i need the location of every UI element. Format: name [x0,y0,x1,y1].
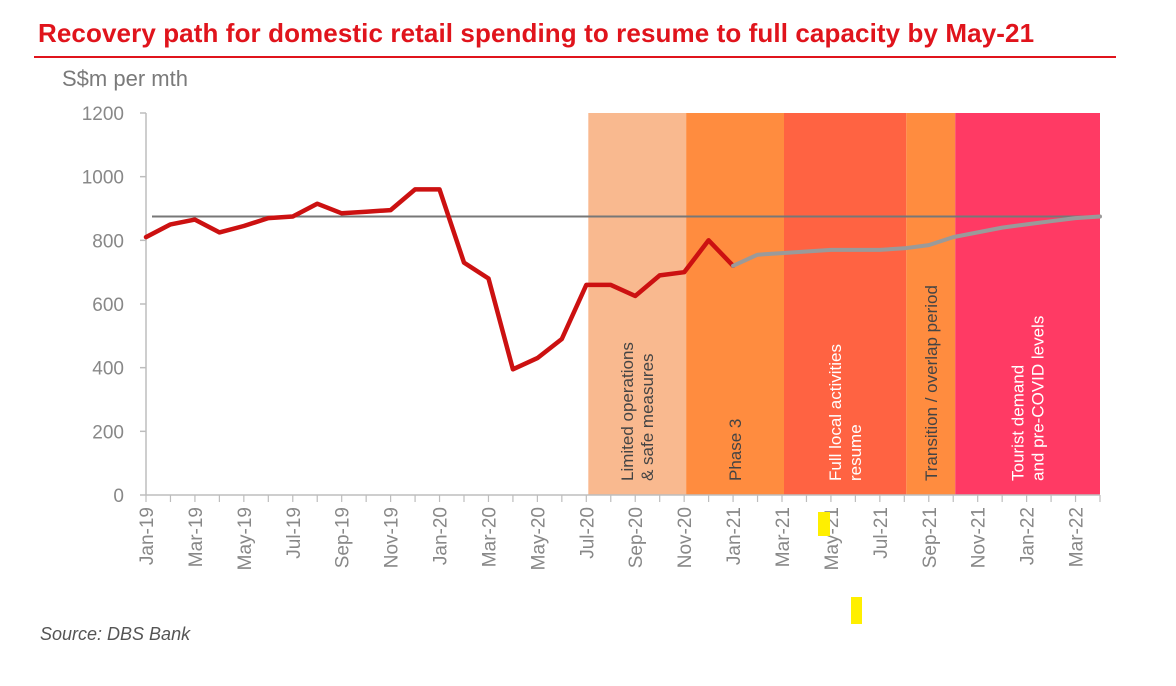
title-underline [34,56,1116,58]
y-tick-labels: 0 200 400 600 800 1000 1200 [82,104,124,507]
y-tick-label: 600 [92,295,124,316]
x-tick-label: Jul-20 [577,507,598,559]
x-tick-label: May-19 [235,507,256,570]
x-tick-label: Jan-20 [431,507,452,565]
phase-band-label-line: Full local activities [826,344,845,481]
x-tick-label: Mar-22 [1067,507,1088,567]
y-tick-label: 1200 [82,104,124,125]
y-tick-label: 800 [92,231,124,252]
phase-band-label: Transition / overlap period [922,285,941,481]
axes [140,112,1101,502]
phase-band-label-line: Tourist demand [1009,365,1028,481]
x-tick-label: Nov-20 [675,507,696,568]
y-tick-label: 1000 [82,168,124,189]
phase-band-label: Limited operations & safe measures [618,342,657,481]
x-tick-labels: Jan-19 Mar-19 May-19 Jul-19 Sep-19 Nov-19 Jan-… [137,507,1088,570]
x-tick-label: Jul-21 [871,507,892,559]
phase-band-label-line: and pre-COVID levels [1029,316,1048,481]
phase-band [955,113,1100,495]
actual-spending-line [143,187,736,372]
x-tick-label: Jan-19 [137,507,158,565]
highlight-marker [818,512,830,536]
x-tick-label: May-20 [528,507,549,570]
x-tick-label: Nov-21 [969,507,990,568]
x-tick-label: Sep-20 [626,507,647,568]
x-tick-label: Sep-19 [333,507,354,568]
x-tick-label: Mar-19 [186,507,207,567]
projected-spending-line [731,214,1102,268]
phase-bands [588,113,1100,495]
chart-title: Recovery path for domestic retail spendi… [38,18,1035,48]
phase-band-label: Full local activities resume [826,344,865,481]
phase-band-label-line: resume [846,424,865,481]
phase-band-label: Phase 3 [726,419,745,481]
x-tick-label: Mar-21 [773,507,794,567]
phase-band-label-line: Limited operations [618,342,637,481]
x-tick-label: Sep-21 [920,507,941,568]
y-tick-label: 400 [92,359,124,380]
phase-band [588,113,687,495]
phase-band [686,113,784,495]
phase-band-label: Tourist demand and pre-COVID levels [1009,316,1048,481]
phase-band-label-line: & safe measures [638,353,657,481]
y-tick-label: 200 [92,422,124,443]
phase-band [784,113,907,495]
x-tick-label: Jan-22 [1018,507,1039,565]
x-tick-label: Jul-19 [284,507,305,559]
x-tick-label: Nov-19 [382,507,403,568]
source-note: Source: DBS Bank [40,624,191,644]
phase-band-label-line: Phase 3 [726,419,745,481]
x-tick-label: Mar-20 [479,507,500,567]
series-lines [143,187,1102,372]
phase-band-label-line: Transition / overlap period [922,285,941,481]
y-axis-label: S$m per mth [62,66,188,91]
y-tick-label: 0 [113,486,124,507]
phase-band-labels: Limited operations & safe measures Phase 3… [618,285,1047,481]
highlight-marker [851,597,862,624]
x-tick-label: Jan-21 [724,507,745,565]
phase-band [906,113,956,495]
